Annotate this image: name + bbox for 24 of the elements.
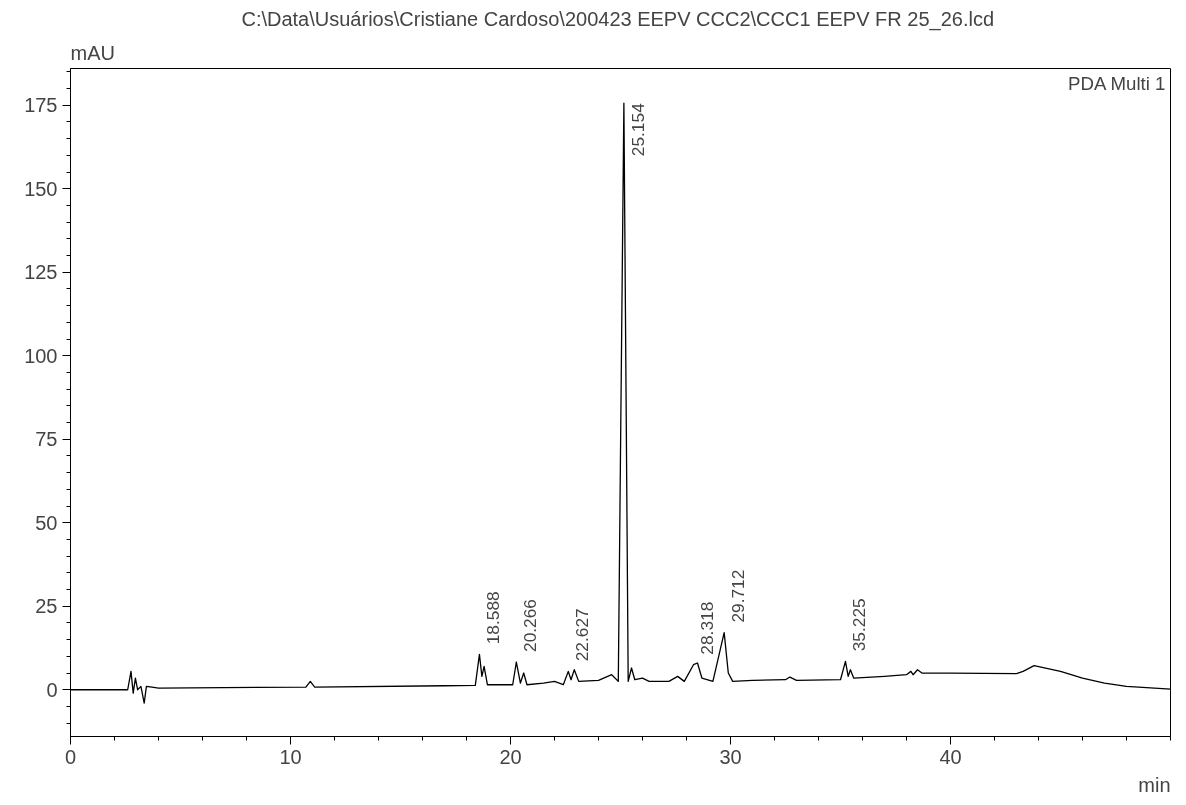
annotation: 18.588 [483,591,504,645]
y-tick-label: 175 [24,94,58,117]
y-tick-label: 25 [35,595,58,618]
annotation: 28.318 [697,601,718,655]
y-tick-label: 125 [24,261,58,284]
y-tick-label: 100 [24,344,58,367]
annotation: PDA Multi 1 [1068,72,1166,94]
y-axis-title: mAU [70,41,115,64]
annotation: 29.712 [728,569,749,623]
y-tick-label: 150 [24,177,58,200]
y-tick-label: 0 [46,678,58,701]
x-tick-label: 40 [939,745,962,768]
x-tick-label: 10 [279,745,302,768]
chart-title: C:\Data\Usuários\Cristiane Cardoso\200423 EEPV CCC2\CCC1 EEPV FR 25_26.lcd [241,7,994,31]
annotation: 25.154 [627,102,648,157]
x-tick-label: 20 [499,745,522,768]
x-tick-label: 0 [64,745,77,768]
annotation: 20.266 [520,599,541,652]
annotation: 22.627 [572,608,593,662]
y-tick-label: 50 [35,511,58,534]
x-tick-label: 30 [719,745,742,768]
annotation: 35.225 [849,598,870,652]
y-tick-label: 75 [35,428,58,451]
x-axis-title: min [1138,773,1171,796]
